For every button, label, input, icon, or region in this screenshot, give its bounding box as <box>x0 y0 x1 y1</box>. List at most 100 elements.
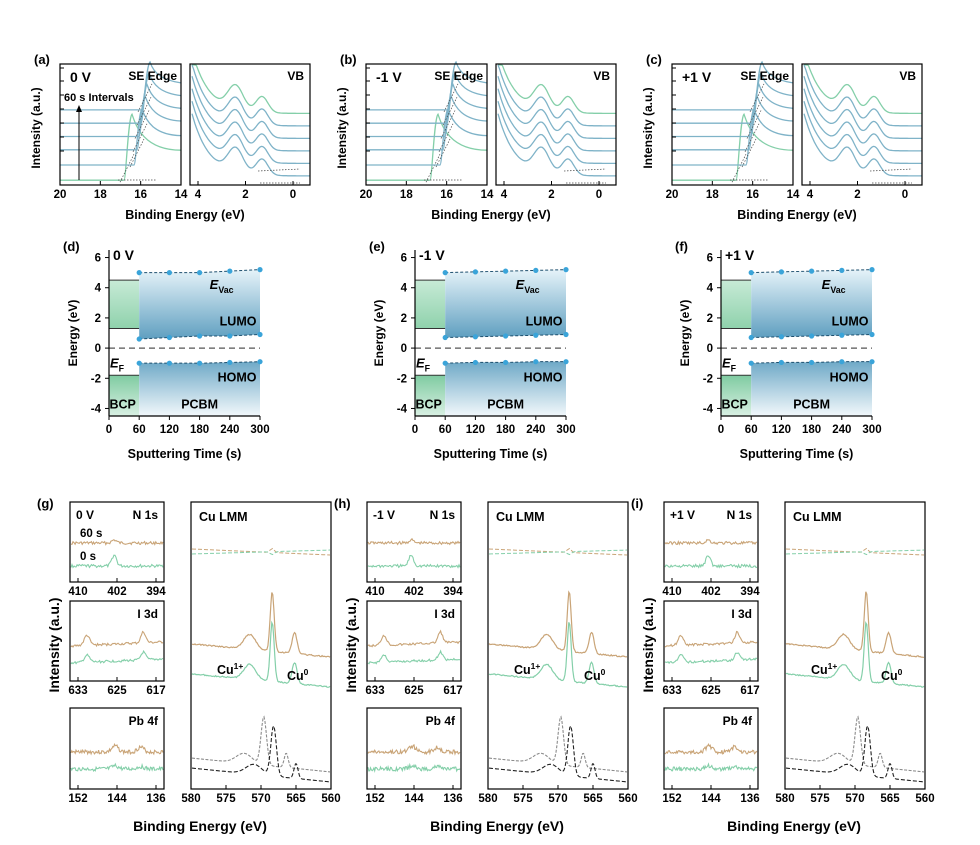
i3d-0s-spectrum <box>664 652 758 665</box>
series-point <box>839 267 845 273</box>
x-tick: 4 <box>195 189 202 201</box>
legend-0s: 0 s <box>80 551 96 563</box>
x-tick: 2 <box>548 189 554 201</box>
evac-label-sub: Vac <box>830 285 845 295</box>
interval-arrowhead <box>76 105 82 112</box>
series-point <box>778 359 785 366</box>
x-tick: 0 <box>596 189 602 201</box>
y-tick-label: -2 <box>91 373 101 385</box>
pcbm-label: PCBM <box>793 397 830 411</box>
se-edge-spectrum <box>366 83 488 138</box>
x-tick: 394 <box>740 586 760 598</box>
x-tick: 20 <box>666 189 679 201</box>
se-edge-fit <box>748 97 764 126</box>
bias-label: +1 V <box>670 508 695 522</box>
pcbm-lower-block <box>139 361 260 416</box>
vb-title: VB <box>593 69 610 83</box>
cu-lmm-60s-spectrum <box>192 592 331 658</box>
series-point <box>197 270 203 276</box>
se-edge-fit <box>440 110 456 139</box>
x-tick-label: 300 <box>556 424 575 436</box>
i3d-0s-spectrum <box>70 649 164 665</box>
x-tick-label: 0 <box>412 424 418 436</box>
series-point <box>563 267 569 273</box>
x-tick: 0 <box>290 189 296 201</box>
y-tick-label: 4 <box>95 283 102 295</box>
se-edge-fit <box>132 123 148 152</box>
series-point <box>257 267 263 273</box>
cu1-reference-spectrum <box>785 715 925 773</box>
vb-spectrum <box>497 113 616 177</box>
i3d-60s-spectrum <box>664 630 758 648</box>
x-tick-label: 240 <box>832 424 851 436</box>
cu0-label-main: Cu <box>287 669 304 683</box>
series-point <box>166 270 172 276</box>
i3d-title: I 3d <box>731 607 752 621</box>
n1s-0s-spectrum <box>367 555 461 569</box>
series-point <box>442 270 448 276</box>
se-edge-spectrum <box>366 112 488 181</box>
series-point <box>442 334 448 341</box>
ef-label-main: E <box>416 356 425 371</box>
se-edge-fit <box>744 123 760 152</box>
series-point <box>503 359 509 366</box>
se-edge-fit <box>731 154 747 183</box>
panel-letter: (c) <box>646 52 662 67</box>
x-tick: 20 <box>360 189 373 201</box>
x-tick: 16 <box>134 189 147 201</box>
y-tick-label: -2 <box>397 373 407 385</box>
series-point <box>748 360 754 366</box>
series-point <box>472 269 478 275</box>
pcbm-upper-block <box>751 269 872 338</box>
se-edge-fit <box>741 138 757 168</box>
series-point <box>227 268 233 274</box>
pcbm-lower-block <box>751 361 872 416</box>
vb-title: VB <box>899 69 916 83</box>
homo-label: HOMO <box>524 370 563 384</box>
y-tick-label: 0 <box>95 343 101 355</box>
series-point <box>166 334 172 341</box>
se-edge-title: SE Edge <box>434 69 483 83</box>
figure-panels: (a)Intensity (a.u.)Binding Energy (eV)20… <box>29 52 935 834</box>
series-point <box>533 359 539 365</box>
x-tick: 617 <box>146 685 165 697</box>
x-axis-label: Sputtering Time (s) <box>740 447 854 461</box>
series-point <box>869 359 875 365</box>
series-point <box>442 360 448 366</box>
x-tick: 617 <box>740 685 759 697</box>
panel-letter: (h) <box>334 496 351 511</box>
x-tick: 565 <box>880 793 900 805</box>
x-tick: 18 <box>706 189 719 201</box>
cu-lmm-surface-0s <box>191 549 331 556</box>
x-tick: 633 <box>68 685 87 697</box>
series-point <box>748 270 754 276</box>
cu1-label-sub: 1+ <box>531 661 541 671</box>
cu-lmm-title: Cu LMM <box>793 510 842 524</box>
series-point <box>136 270 142 276</box>
pcbm-label: PCBM <box>181 397 218 411</box>
se-edge-fit <box>129 138 145 168</box>
cu0-label-main: Cu <box>584 669 601 683</box>
cu0-reference-spectrum <box>785 724 925 783</box>
x-tick-label: 240 <box>220 424 239 436</box>
evac-label: EVac <box>822 277 846 295</box>
bcp-label: BCP <box>722 397 748 411</box>
cu0-reference-spectrum <box>191 724 331 783</box>
y-axis-label: Intensity (a.u.) <box>46 598 62 693</box>
cu0-label: Cu0 <box>287 667 309 683</box>
vb-spectrum <box>803 64 922 127</box>
evac-label-main: E <box>210 277 219 292</box>
series-point <box>503 333 509 339</box>
cu1-label-main: Cu <box>811 663 828 677</box>
cu0-label-main: Cu <box>881 669 898 683</box>
x-tick: 18 <box>94 189 107 201</box>
evac-label: EVac <box>516 277 540 295</box>
bcp-label: BCP <box>416 397 442 411</box>
se-edge-spectrum <box>672 83 794 138</box>
series-point <box>869 331 875 338</box>
ef-label-main: E <box>110 356 119 371</box>
x-tick-label: 240 <box>526 424 545 436</box>
vb-spectrum <box>497 64 616 127</box>
lumo-label: LUMO <box>832 314 869 328</box>
se-edge-frame <box>671 63 794 186</box>
